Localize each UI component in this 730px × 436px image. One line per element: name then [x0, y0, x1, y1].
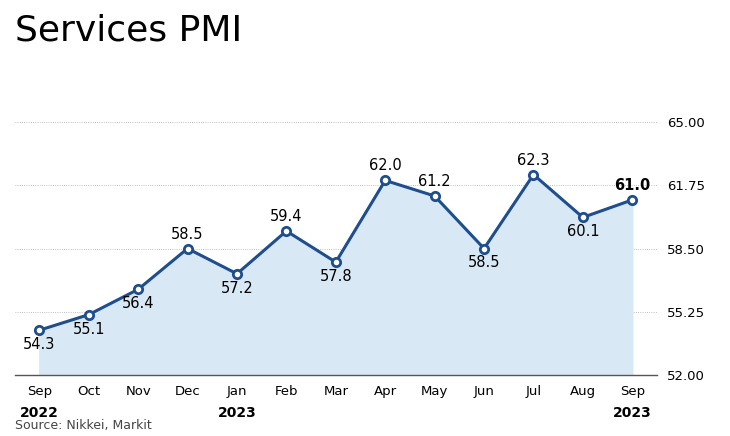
Text: 2023: 2023 [218, 405, 256, 419]
Text: 58.5: 58.5 [172, 227, 204, 242]
Text: 56.4: 56.4 [122, 296, 154, 311]
Text: 54.3: 54.3 [23, 337, 55, 352]
Text: 55.1: 55.1 [72, 322, 105, 337]
Text: 62.0: 62.0 [369, 159, 402, 174]
Text: Source: Nikkei, Markit: Source: Nikkei, Markit [15, 419, 151, 432]
Text: Services PMI: Services PMI [15, 13, 242, 47]
Text: 2023: 2023 [613, 405, 652, 419]
Text: 57.2: 57.2 [220, 281, 253, 296]
Text: 60.1: 60.1 [566, 225, 599, 239]
Text: 58.5: 58.5 [468, 255, 500, 270]
Text: 61.0: 61.0 [614, 178, 650, 193]
Text: 61.2: 61.2 [418, 174, 451, 189]
Text: 2022: 2022 [20, 405, 58, 419]
Text: 62.3: 62.3 [518, 153, 550, 168]
Text: 59.4: 59.4 [270, 209, 303, 224]
Text: 57.8: 57.8 [320, 269, 352, 284]
